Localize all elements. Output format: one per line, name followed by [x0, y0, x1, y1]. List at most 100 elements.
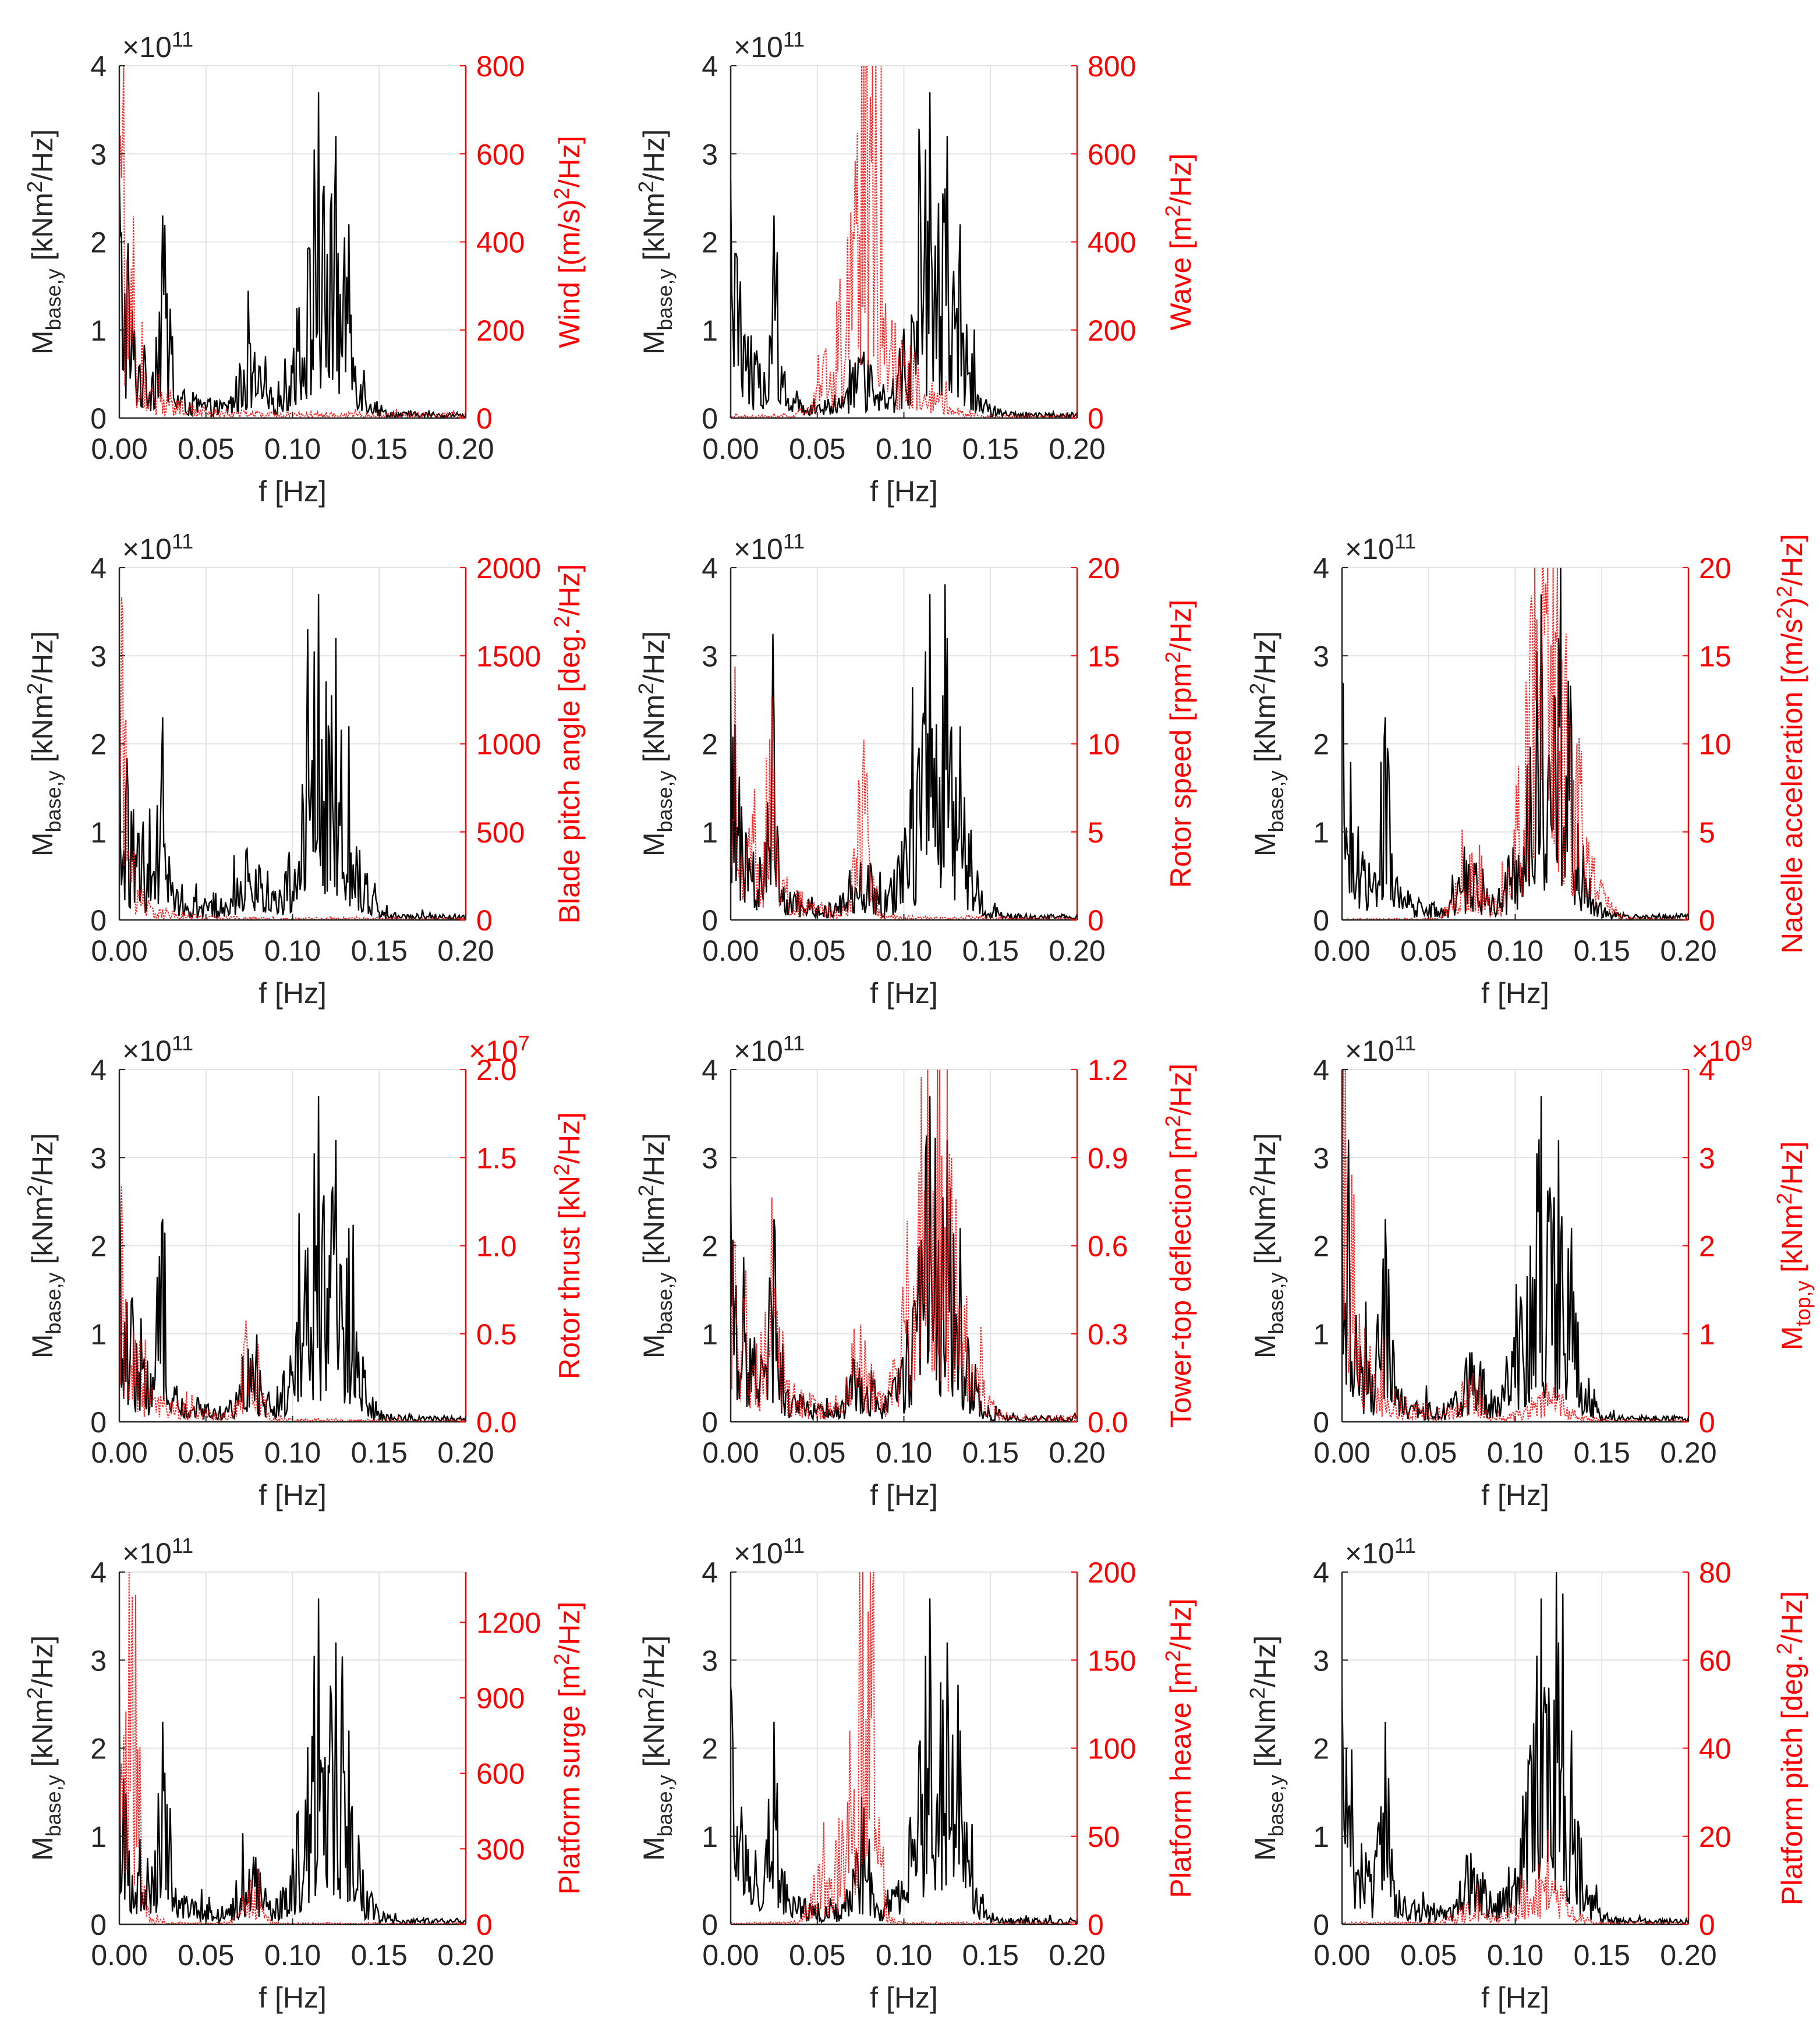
right-tick-label: 1: [1699, 1318, 1715, 1351]
panel-wind: 0.00 0.05 0.10 0.15 0.20 f [Hz] 0 1 2 3 4 ×1011 Mbas…: [23, 27, 586, 508]
left-axis-label: Mbase,y [kNm2/Hz]: [23, 129, 65, 355]
left-tick-label: 1: [702, 314, 718, 347]
right-axis-exponent: ×109: [1691, 1031, 1752, 1067]
x-tick-label: 0.15: [351, 433, 408, 465]
x-tick-label: 0.15: [1574, 1436, 1630, 1469]
x-tick-label: 0.10: [264, 1436, 321, 1469]
x-tick-label: 0.20: [437, 1939, 494, 1971]
left-tick-label: 2: [90, 1733, 107, 1765]
x-tick-label: 0.05: [178, 433, 234, 465]
x-tick-label: 0.10: [876, 1939, 932, 1971]
x-tick-label: 0.10: [264, 1939, 321, 1971]
series-nacelle-acceleration: [1342, 568, 1688, 920]
x-tick-label: 0.05: [789, 1436, 845, 1469]
left-tick-label: 2: [1313, 1733, 1329, 1765]
x-tick-label: 0.20: [1049, 934, 1105, 967]
right-tick-label: 2: [1699, 1230, 1715, 1263]
right-tick-label: 50: [1088, 1821, 1120, 1853]
right-axis-label: Blade pitch angle [deg.2/Hz]: [550, 564, 586, 924]
panel-blade-pitch: 0.00 0.05 0.10 0.15 0.20 f [Hz] 0 1 2 3 4 ×1011 Mbas…: [23, 529, 586, 1010]
left-tick-label: 1: [1313, 816, 1329, 849]
x-tick-label: 0.15: [962, 433, 1019, 465]
left-tick-label: 3: [1313, 640, 1329, 672]
x-tick-label: 0.10: [1487, 1939, 1543, 1971]
right-tick-label: 0.0: [476, 1406, 517, 1439]
right-tick-label: 0: [1088, 1909, 1104, 1941]
series-wave: [731, 66, 1077, 418]
left-axis-exponent: ×1011: [122, 1534, 193, 1570]
right-tick-label: 0: [1088, 904, 1104, 937]
x-tick-label: 0.15: [351, 1436, 408, 1469]
x-axis-label: f [Hz]: [1481, 977, 1549, 1010]
left-axis-exponent: ×1011: [734, 1534, 805, 1570]
panel-platform-pitch: 0.00 0.05 0.10 0.15 0.20 f [Hz] 0 1 2 3 4 ×1011 Mbas…: [1245, 1534, 1808, 2014]
left-tick-label: 0: [702, 402, 718, 435]
x-axis-label: f [Hz]: [1481, 1981, 1549, 2014]
left-tick-label: 2: [90, 1230, 107, 1263]
right-tick-label: 600: [476, 1758, 525, 1790]
left-tick-label: 1: [702, 1821, 718, 1853]
x-tick-label: 0.05: [1400, 934, 1457, 967]
left-axis-label: Mbase,y [kNm2/Hz]: [634, 129, 677, 355]
x-tick-label: 0.20: [437, 433, 494, 465]
right-tick-label: 0: [476, 904, 493, 937]
left-axis-label: Mbase,y [kNm2/Hz]: [1245, 631, 1288, 856]
left-tick-label: 3: [1313, 1142, 1329, 1174]
right-tick-label: 2000: [476, 552, 541, 585]
left-tick-label: 1: [702, 816, 718, 849]
panel-platform-surge: 0.00 0.05 0.10 0.15 0.20 f [Hz] 0 1 2 3 4 ×1011 Mbas…: [23, 1534, 586, 2014]
x-axis-label: f [Hz]: [259, 475, 327, 508]
left-tick-label: 1: [90, 816, 107, 849]
right-axis-label: Rotor thrust [kN2/Hz]: [550, 1112, 586, 1379]
right-tick-label: 0: [476, 402, 493, 435]
left-tick-label: 3: [702, 1644, 718, 1677]
right-tick-label: 1000: [476, 728, 541, 761]
series-mbase-y: [731, 584, 1077, 920]
left-tick-label: 2: [1313, 728, 1329, 761]
right-tick-label: 3: [1699, 1142, 1715, 1174]
x-tick-label: 0.20: [1049, 1436, 1105, 1469]
x-tick-label: 0.20: [437, 934, 494, 967]
right-tick-label: 0.6: [1088, 1230, 1128, 1263]
left-axis-exponent: ×1011: [122, 529, 193, 565]
x-tick-label: 0.10: [264, 934, 321, 967]
x-tick-label: 0.10: [876, 1436, 932, 1469]
left-axis-label: Mbase,y [kNm2/Hz]: [23, 1133, 65, 1358]
x-axis-label: f [Hz]: [259, 977, 327, 1010]
series-mbase-y: [119, 594, 466, 920]
x-tick-label: 0.05: [178, 1939, 234, 1971]
left-tick-label: 4: [702, 50, 718, 83]
right-tick-label: 500: [476, 816, 525, 849]
right-tick-label: 0.0: [1088, 1406, 1128, 1439]
right-tick-label: 400: [476, 226, 525, 259]
left-axis-exponent: ×1011: [122, 1031, 193, 1067]
right-tick-label: 40: [1699, 1733, 1732, 1765]
left-axis-exponent: ×1011: [1345, 1031, 1416, 1067]
x-axis-label: f [Hz]: [259, 1479, 327, 1511]
right-axis-label: Nacelle acceleration [(m/s2)2/Hz]: [1772, 534, 1808, 954]
right-tick-label: 0: [1699, 1909, 1715, 1941]
left-tick-label: 3: [90, 138, 107, 171]
series-mbase-y: [1342, 1096, 1688, 1422]
panel-rotor-thrust: 0.00 0.05 0.10 0.15 0.20 f [Hz] 0 1 2 3 4 ×1011 Mbas…: [23, 1031, 586, 1511]
x-tick-label: 0.00: [1313, 1436, 1370, 1469]
left-axis-label: Mbase,y [kNm2/Hz]: [1245, 1133, 1288, 1358]
x-axis-label: f [Hz]: [870, 475, 938, 508]
right-tick-label: 1200: [476, 1606, 541, 1639]
x-tick-label: 0.00: [702, 433, 759, 465]
right-tick-label: 1500: [476, 640, 541, 672]
x-tick-label: 0.20: [1049, 433, 1105, 465]
left-tick-label: 4: [1313, 552, 1329, 585]
left-tick-label: 4: [90, 1054, 107, 1086]
x-tick-label: 0.05: [178, 1436, 234, 1469]
x-axis-label: f [Hz]: [259, 1981, 327, 2014]
x-tick-label: 0.00: [91, 934, 147, 967]
left-axis-exponent: ×1011: [734, 1031, 805, 1067]
left-axis-exponent: ×1011: [1345, 529, 1416, 565]
right-tick-label: 10: [1699, 728, 1732, 761]
left-tick-label: 3: [90, 1142, 107, 1174]
x-tick-label: 0.05: [178, 934, 234, 967]
left-axis-exponent: ×1011: [734, 529, 805, 565]
right-tick-label: 400: [1088, 226, 1136, 259]
right-tick-label: 300: [476, 1833, 525, 1865]
